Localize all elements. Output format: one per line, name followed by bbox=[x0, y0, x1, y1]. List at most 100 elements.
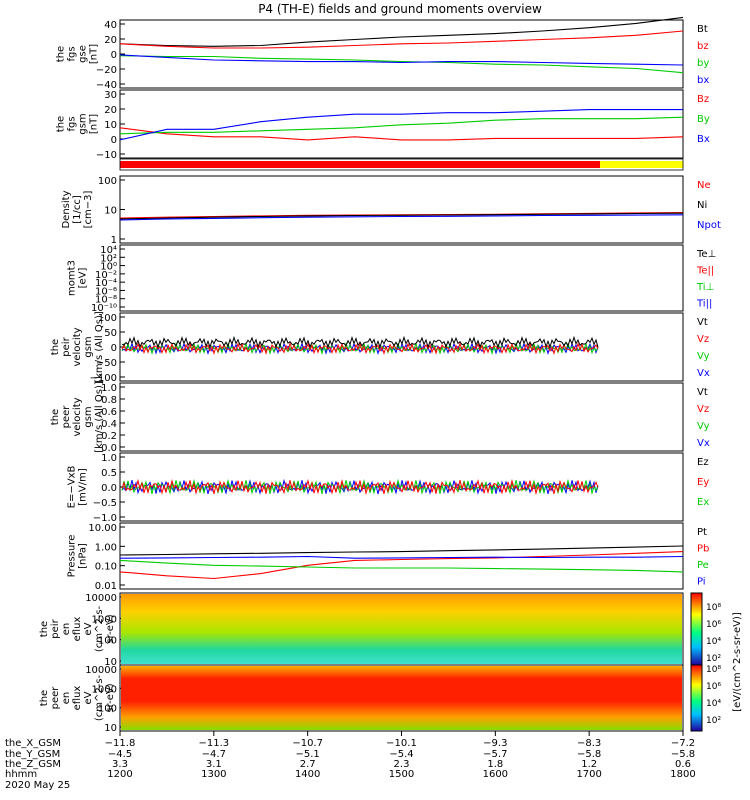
x-tick-label: 1800 bbox=[670, 769, 695, 780]
series-bx bbox=[119, 54, 684, 66]
colorbar-label: [eV/(cm^2-s-sr-eV)] bbox=[732, 612, 743, 712]
legend-Vt: Vt bbox=[697, 387, 708, 398]
y-axis-label-line: momt3 bbox=[67, 260, 78, 296]
y-tick-label: 10 bbox=[104, 657, 117, 668]
y-axis-label: Pressure [nPa] bbox=[67, 535, 89, 578]
y-axis-label-line: sr-eV) bbox=[105, 614, 116, 643]
y-axis-label-line: [km/s (All Qs)] bbox=[94, 311, 105, 383]
y-tick-label: 50 bbox=[104, 328, 117, 339]
x-tick-label: −5.8 bbox=[671, 749, 695, 760]
y-axis-label-line: [mV/m] bbox=[78, 468, 89, 506]
y-tick-label: 40 bbox=[104, 20, 117, 31]
x-tick-label: 1600 bbox=[483, 769, 508, 780]
series-Bx bbox=[119, 109, 683, 141]
legend-Ex: Ex bbox=[697, 497, 709, 508]
y-axis-label-line: fgs bbox=[67, 46, 78, 61]
x-tick-label: −4.7 bbox=[202, 749, 226, 760]
y-tick-label: −100 bbox=[90, 373, 117, 384]
y-tick-label: 10⁻² bbox=[95, 270, 117, 281]
y-axis-label-line: en bbox=[61, 623, 72, 636]
y-axis-label-line: peir bbox=[61, 336, 72, 356]
colorbar-tick: 10⁴ bbox=[706, 637, 721, 647]
y-tick-label: 0.4 bbox=[101, 419, 117, 430]
y-axis-label-line: eflux bbox=[72, 686, 83, 711]
y-tick-label: 10⁻¹⁰ bbox=[91, 303, 117, 314]
legend-Bt: Bt bbox=[697, 24, 708, 35]
y-axis-label-line: Pressure bbox=[67, 535, 78, 578]
y-axis-label: Density [1/cc] [cm−3] bbox=[61, 190, 94, 228]
y-tick-label: −10 bbox=[96, 150, 117, 161]
x-tick-label: 1300 bbox=[201, 769, 226, 780]
panel-frame bbox=[119, 452, 684, 522]
panel-fgs-gse: 40 20 0 −20 −40 the fgs gse [nT] Bt bz by bx bbox=[56, 16, 709, 91]
y-axis-label-line: gse bbox=[78, 45, 89, 63]
panel-fgs-gsm: 30 20 10 0 −10 the fgs gsm [nT] Bz By Bx bbox=[56, 89, 710, 161]
x-row-label: the_X_GSM bbox=[5, 738, 61, 749]
x-tick-label: 3.1 bbox=[206, 759, 222, 770]
colorbar-tick: 10⁶ bbox=[706, 620, 721, 630]
y-tick-label: −1.0 bbox=[93, 513, 117, 524]
panel-frame bbox=[119, 19, 684, 89]
y-tick-label: 10 bbox=[104, 723, 117, 734]
x-row-label: hhmm bbox=[5, 769, 37, 780]
colorbar-top bbox=[690, 592, 703, 666]
panel-density: 100 10 1 Density [1/cc] [cm−3] Ne Ni Npot bbox=[61, 175, 721, 246]
legend-Bx: Bx bbox=[697, 134, 710, 145]
legend-By: By bbox=[697, 114, 710, 125]
y-tick-label: 10 bbox=[104, 120, 117, 131]
y-axis-label-line: velocity bbox=[72, 327, 83, 366]
x-tick-label: 2.7 bbox=[300, 759, 316, 770]
x-tick-label: −11.8 bbox=[105, 738, 136, 749]
series-Npot bbox=[119, 214, 684, 221]
y-tick-label: 0.0 bbox=[101, 443, 117, 454]
colorbar-bottom bbox=[690, 664, 703, 732]
series-Pe bbox=[119, 559, 684, 573]
x-tick-label: −4.5 bbox=[108, 749, 132, 760]
legend-bz: bz bbox=[697, 41, 709, 52]
y-axis-label-line: gsm bbox=[83, 406, 94, 427]
y-axis-label-line: the bbox=[50, 409, 61, 425]
y-tick-label: 10⁻⁸ bbox=[95, 295, 117, 306]
y-tick-label: 10⁰ bbox=[100, 262, 117, 273]
y-tick-label: 0.10 bbox=[95, 562, 117, 573]
y-axis-label-line: eflux bbox=[72, 617, 83, 642]
y-axis-label-line: peir bbox=[50, 618, 61, 638]
y-tick-label: 1.0 bbox=[101, 383, 117, 394]
panel-frame bbox=[119, 522, 684, 590]
series-By bbox=[119, 116, 684, 135]
x-tick-label: 1700 bbox=[576, 769, 601, 780]
y-tick-label: 1 bbox=[111, 235, 117, 246]
y-axis-label: the peer en eflux eV (cm^2-s-sr-eV) bbox=[39, 674, 116, 721]
y-axis-label-line: fgs bbox=[67, 116, 78, 131]
y-tick-label: −50 bbox=[96, 358, 117, 369]
y-tick-label: 0.5 bbox=[101, 468, 117, 479]
y-tick-label: 100 bbox=[98, 176, 117, 187]
y-axis-label-line: [nPa] bbox=[78, 543, 89, 569]
colorbar-tick: 10⁴ bbox=[706, 699, 721, 709]
series-Pb bbox=[119, 551, 684, 580]
noisy-trace bbox=[121, 478, 599, 496]
colorbar-label-text: [eV/(cm^2-s-sr-eV)] bbox=[732, 612, 743, 712]
panel-frame bbox=[119, 244, 684, 312]
legend-Ti||: Ti|| bbox=[696, 299, 712, 310]
y-axis-label-line: eV bbox=[83, 691, 94, 704]
legend-Vx: Vx bbox=[697, 438, 710, 449]
colorbar-tick: 10⁸ bbox=[706, 603, 721, 613]
panel-pressure: 10.00 1.00 0.10 0.01 Pressure [nPa] Pt Pb Pe Pi bbox=[67, 522, 709, 592]
figure-title: P4 (TH-E) fields and ground moments over… bbox=[258, 2, 542, 16]
y-axis-label-line: the bbox=[56, 46, 67, 62]
y-axis-label: the fgs gsm [nT] bbox=[56, 113, 100, 134]
y-axis-label-line: peer bbox=[50, 686, 61, 710]
y-tick-label: 10000 bbox=[85, 665, 117, 676]
y-axis-label-line: the bbox=[56, 116, 67, 132]
y-axis-label: momt3 [eV] bbox=[67, 260, 89, 296]
y-tick-label: 0.2 bbox=[101, 431, 117, 442]
x-tick-label: 1.2 bbox=[581, 759, 597, 770]
y-tick-label: 30 bbox=[104, 90, 117, 101]
y-axis-label: the peir velocity gsm [km/s (All Qs)] bbox=[50, 311, 105, 383]
colorbar-tick: 10⁸ bbox=[706, 665, 721, 675]
